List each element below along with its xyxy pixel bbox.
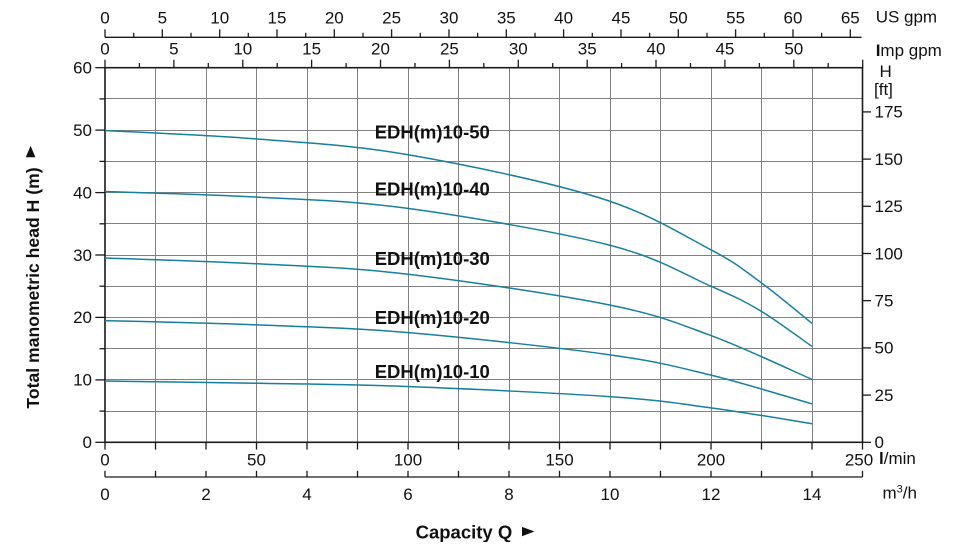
svg-text:45: 45 [612,9,631,28]
svg-text:EDH(m)10-40: EDH(m)10-40 [375,179,490,200]
svg-text:EDH(m)10-20: EDH(m)10-20 [375,307,490,328]
svg-text:15: 15 [268,9,287,28]
svg-text:Total manometric head H (m): Total manometric head H (m) [23,167,43,408]
svg-text:0: 0 [100,450,109,469]
svg-text:60: 60 [73,59,92,78]
svg-text:US gpm: US gpm [876,8,937,27]
svg-text:10: 10 [210,9,229,28]
svg-text:55: 55 [726,9,745,28]
svg-text:H: H [880,62,892,81]
svg-text:40: 40 [73,183,92,202]
svg-text:65: 65 [841,9,860,28]
svg-text:6: 6 [403,485,412,504]
svg-text:Imp gpm: Imp gpm [876,41,942,60]
svg-text:250: 250 [845,450,873,469]
svg-text:50: 50 [875,339,894,358]
svg-text:0: 0 [100,9,109,28]
svg-text:12: 12 [702,485,721,504]
svg-text:30: 30 [440,9,459,28]
svg-text:m3/h: m3/h [883,484,917,503]
svg-text:5: 5 [158,9,167,28]
svg-text:50: 50 [73,121,92,140]
svg-text:30: 30 [73,246,92,265]
svg-text:l/min: l/min [879,449,916,468]
svg-text:35: 35 [497,9,516,28]
svg-text:10: 10 [73,371,92,390]
svg-text:75: 75 [875,292,894,311]
svg-text:40: 40 [554,9,573,28]
svg-text:50: 50 [784,40,803,59]
svg-text:4: 4 [302,485,311,504]
svg-text:10: 10 [601,485,620,504]
svg-text:175: 175 [875,103,903,122]
svg-text:8: 8 [504,485,513,504]
svg-text:14: 14 [803,485,822,504]
svg-text:2: 2 [201,485,210,504]
svg-text:200: 200 [697,450,725,469]
svg-text:35: 35 [578,40,597,59]
svg-text:150: 150 [875,150,903,169]
svg-text:10: 10 [233,40,252,59]
svg-text:EDH(m)10-10: EDH(m)10-10 [375,361,490,382]
svg-text:15: 15 [302,40,321,59]
svg-text:0: 0 [100,485,109,504]
svg-text:100: 100 [875,244,903,263]
svg-text:[ft]: [ft] [874,80,893,99]
svg-text:0: 0 [875,433,884,452]
svg-text:EDH(m)10-50: EDH(m)10-50 [375,122,490,143]
svg-text:50: 50 [247,450,266,469]
svg-text:5: 5 [169,40,178,59]
svg-text:150: 150 [545,450,573,469]
svg-text:20: 20 [371,40,390,59]
svg-text:0: 0 [83,433,92,452]
svg-text:30: 30 [509,40,528,59]
svg-text:25: 25 [440,40,459,59]
svg-text:20: 20 [325,9,344,28]
svg-text:45: 45 [715,40,734,59]
svg-text:Capacity Q: Capacity Q [416,522,513,542]
svg-text:40: 40 [647,40,666,59]
svg-text:125: 125 [875,197,903,216]
svg-text:EDH(m)10-30: EDH(m)10-30 [375,248,490,269]
svg-text:25: 25 [382,9,401,28]
svg-text:100: 100 [394,450,422,469]
svg-text:25: 25 [875,386,894,405]
svg-text:20: 20 [73,308,92,327]
svg-text:50: 50 [669,9,688,28]
svg-text:0: 0 [100,40,109,59]
svg-text:60: 60 [784,9,803,28]
